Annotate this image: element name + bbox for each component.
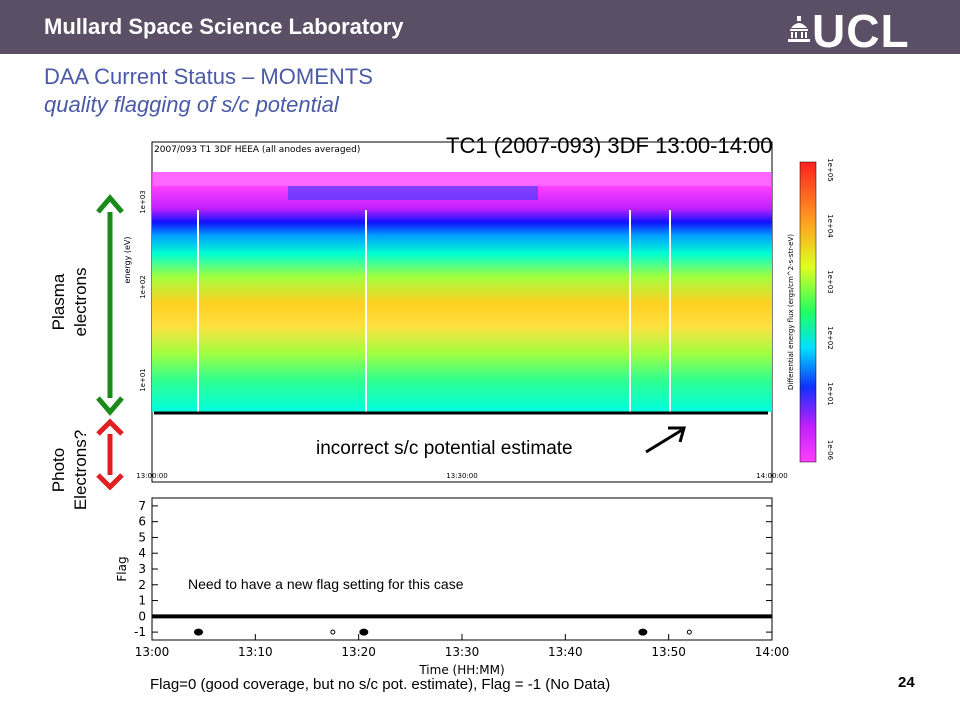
flag-ytick-label: 5 bbox=[138, 530, 146, 544]
ytick-label: 1e+03 bbox=[139, 190, 147, 214]
photo-label-line1: Photo bbox=[49, 447, 68, 493]
photo-electrons-label: Photo Electrons? bbox=[48, 420, 92, 520]
flag-point bbox=[359, 628, 369, 636]
lab-name: Mullard Space Science Laboratory bbox=[44, 14, 404, 39]
green-arrow-head-down bbox=[96, 396, 124, 416]
spectrogram-plot-title: 2007/093 T1 3DF HEEA (all anodes average… bbox=[154, 145, 360, 155]
flag-ytick-label: 1 bbox=[138, 594, 146, 608]
flag-ytick-label: 0 bbox=[138, 609, 146, 623]
plasma-label-line1: Plasma bbox=[49, 273, 68, 331]
xtick-label: 14:00:00 bbox=[756, 472, 787, 480]
flag-ytick-label: 6 bbox=[138, 515, 146, 529]
slide-subtitle: quality flagging of s/c potential bbox=[44, 92, 339, 117]
slide-title: DAA Current Status – MOMENTS bbox=[44, 64, 373, 89]
flag-ytick-label: 7 bbox=[138, 499, 146, 513]
header-bar: Mullard Space Science Laboratory UCL bbox=[0, 0, 960, 57]
colorbar bbox=[799, 161, 817, 463]
flag-xtick-label: 13:00 bbox=[135, 645, 170, 659]
xtick-label: 13:00:00 bbox=[136, 472, 167, 480]
flag-ylabel: Flag bbox=[115, 556, 129, 581]
green-arrow-head-up bbox=[96, 194, 124, 214]
ucl-dome-icon bbox=[788, 16, 810, 42]
flag-ytick-label: -1 bbox=[134, 625, 146, 639]
plasma-label-line2: electrons bbox=[71, 267, 90, 337]
spectrogram-colormap bbox=[152, 186, 772, 412]
colorbar-tick-label: 1e+02 bbox=[826, 326, 834, 350]
colorbar-tick-label: 1e-06 bbox=[826, 440, 834, 461]
flag-ytick-label: 4 bbox=[138, 546, 146, 560]
xtick-label: 13:30:00 bbox=[446, 472, 477, 480]
colorbar-tick-label: 1e+05 bbox=[826, 158, 834, 182]
flag-point bbox=[194, 628, 203, 636]
flag-ytick-label: 2 bbox=[138, 578, 146, 592]
flag-xtick-label: 13:30 bbox=[445, 645, 480, 659]
page-number: 24 bbox=[898, 674, 915, 691]
ytick-label: 1e+02 bbox=[139, 275, 147, 299]
flag-xtick-label: 13:50 bbox=[651, 645, 686, 659]
red-arrow-head-down bbox=[96, 473, 124, 490]
flag-xtick-label: 13:40 bbox=[548, 645, 583, 659]
spectrogram-heading: TC1 (2007-093) 3DF 13:00-14:00 bbox=[446, 133, 773, 158]
flag-xtick-label: 13:20 bbox=[341, 645, 376, 659]
flag-point bbox=[638, 628, 648, 636]
plasma-electrons-label: Plasma electrons bbox=[48, 252, 92, 352]
spectrogram-panel: 2007/093 T1 3DF HEEA (all anodes average… bbox=[123, 141, 834, 483]
spectrogram-ylabel: energy (eV) bbox=[123, 236, 132, 283]
flag-plot-area bbox=[151, 497, 773, 641]
flag-chart: 7 65 4 3 2 10 -1 13:00 13:10 13:20 13:30 13:40 13:50… bbox=[115, 497, 790, 676]
flag-ytick-label: 3 bbox=[138, 562, 146, 576]
colorbar-tick-label: 1e+03 bbox=[826, 270, 834, 294]
incorrect-estimate-label: incorrect s/c potential estimate bbox=[316, 438, 573, 460]
annotation-arrows bbox=[96, 194, 124, 490]
red-arrow-head-up bbox=[96, 418, 124, 436]
new-flag-note: Need to have a new flag setting for this… bbox=[188, 576, 464, 592]
colorbar-tick-label: 1e+04 bbox=[826, 214, 834, 238]
flag-xtick-label: 13:10 bbox=[238, 645, 273, 659]
colorbar-label: Differential energy flux (ergs/cm^2-s-st… bbox=[787, 234, 795, 390]
flag-xlabel: Time (HH:MM) bbox=[418, 663, 504, 676]
ucl-logo: UCL bbox=[812, 5, 910, 57]
flag-point bbox=[330, 629, 336, 635]
ytick-label: 1e+01 bbox=[139, 368, 147, 392]
flag-xtick-label: 14:00 bbox=[755, 645, 790, 659]
flag-point bbox=[686, 629, 692, 635]
incorrect-estimate-arrow bbox=[645, 426, 686, 454]
colorbar-tick-label: 1e+01 bbox=[826, 382, 834, 406]
colorbar-ticks: 1e+05 1e+04 1e+03 1e+02 1e+01 1e-06 bbox=[826, 158, 834, 460]
spectrogram-top-noise bbox=[152, 172, 772, 188]
photo-label-line2: Electrons? bbox=[71, 429, 90, 511]
flag-legend-footer: Flag=0 (good coverage, but no s/c pot. e… bbox=[150, 676, 611, 693]
